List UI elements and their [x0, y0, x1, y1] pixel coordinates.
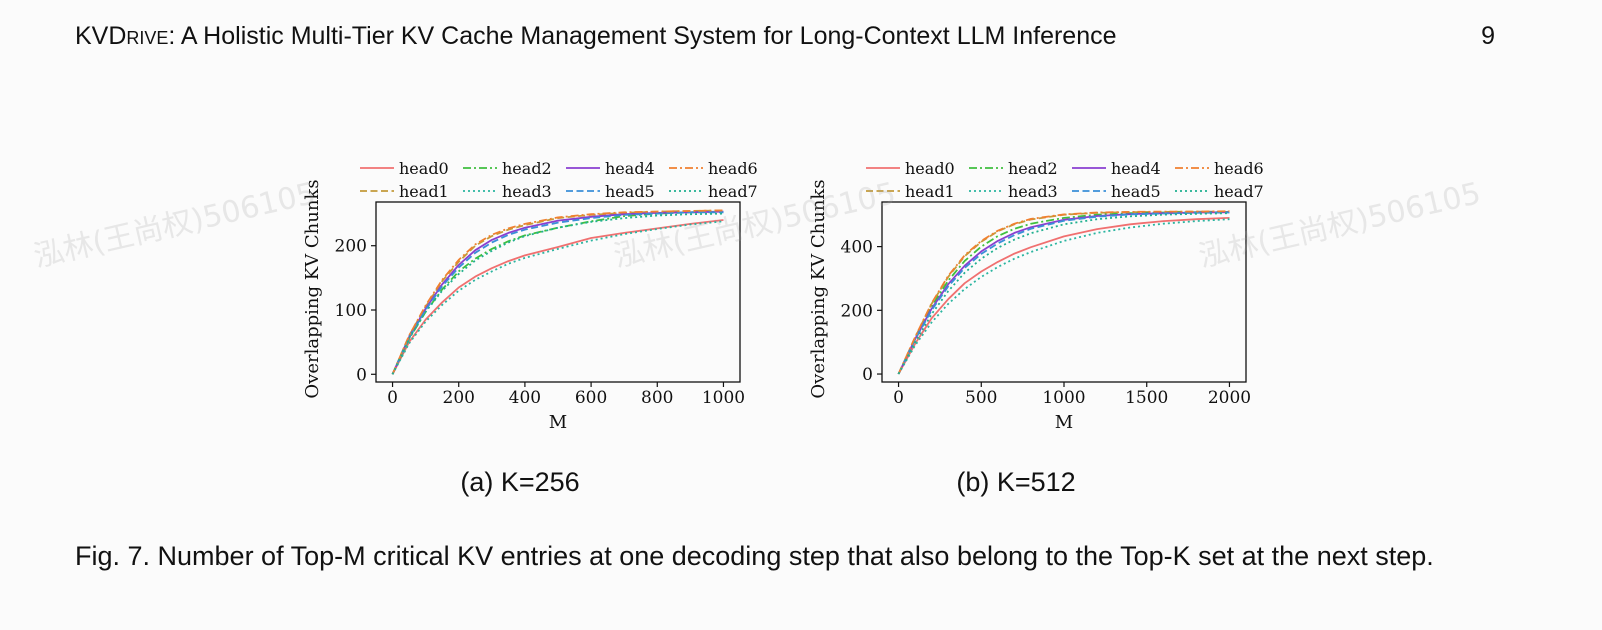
series-line-head5 [391, 211, 724, 375]
page-number: 9 [1481, 22, 1495, 50]
y-tick-label: 0 [356, 365, 367, 385]
x-tick-label: 800 [641, 388, 673, 408]
legend-label-head3: head3 [502, 182, 552, 201]
legend-label-head2: head2 [502, 159, 552, 178]
x-tick-label: 0 [893, 388, 904, 408]
y-tick-label: 400 [841, 238, 873, 258]
legend-label-head1: head1 [399, 182, 449, 201]
series-line-head4 [391, 210, 724, 375]
legend-label-head7: head7 [1214, 182, 1264, 201]
legend-label-head2: head2 [1008, 159, 1058, 178]
y-axis-label: Overlapping KV Chunks [302, 179, 323, 398]
subcaption-a: (a) K=256 [460, 467, 580, 497]
legend-label-head1: head1 [905, 182, 955, 201]
y-tick-label: 200 [335, 237, 367, 257]
chart-panel-b: 0 500 1000 1500 2000 0 200 400 M Overlapping KV C… [808, 159, 1264, 433]
chart-panel-a: 0 200 400 600 800 1000 0 100 200 M Overlapping KV … [302, 159, 758, 433]
y-tick-label: 0 [862, 365, 873, 385]
legend-label-head3: head3 [1008, 182, 1058, 201]
series-line-head3 [391, 220, 724, 375]
series-line-head6 [391, 209, 724, 375]
series-line-head0 [391, 219, 724, 375]
series-line-head0 [897, 217, 1230, 375]
plot-frame [881, 201, 1247, 383]
plot-frame [375, 201, 741, 383]
legend-label-head6: head6 [1214, 159, 1264, 178]
y-tick-label: 200 [841, 301, 873, 321]
x-axis-label: M [549, 412, 567, 433]
series-line-head3 [897, 218, 1230, 375]
x-tick-label: 2000 [1208, 388, 1251, 408]
figure-caption: Fig. 7. Number of Top-M critical KV entr… [75, 541, 1434, 571]
legend-label-head7: head7 [708, 182, 758, 201]
series-line-head2 [897, 211, 1230, 375]
legend-label-head5: head5 [1111, 182, 1161, 201]
series-line-head7 [897, 212, 1230, 375]
legend-label-head6: head6 [708, 159, 758, 178]
y-axis-label: Overlapping KV Chunks [808, 179, 829, 398]
x-tick-label: 500 [965, 388, 997, 408]
legend-label-head0: head0 [905, 159, 955, 178]
series-line-head7 [391, 212, 724, 375]
x-tick-label: 200 [443, 388, 475, 408]
paper-title: KVDrive: A Holistic Multi-Tier KV Cache … [75, 22, 1117, 50]
legend-label-head0: head0 [399, 159, 449, 178]
y-tick-label: 100 [335, 301, 367, 321]
legend: head0 head1 head2 head3 head4 head5 head6 head7 [360, 159, 758, 201]
x-tick-label: 1000 [702, 388, 745, 408]
legend-label-head5: head5 [605, 182, 655, 201]
x-tick-label: 1000 [1042, 388, 1085, 408]
running-head: KVDrive: A Holistic Multi-Tier KV Cache … [75, 18, 1495, 54]
legend-label-head4: head4 [1111, 159, 1161, 178]
legend: head0 head1 head2 head3 head4 head5 head6 head7 [866, 159, 1264, 201]
x-tick-label: 600 [575, 388, 607, 408]
series-line-head6 [897, 210, 1230, 375]
x-tick-label: 1500 [1125, 388, 1168, 408]
subcaption-b: (b) K=512 [956, 467, 1076, 497]
x-tick-label: 0 [387, 388, 398, 408]
series-line-head2 [391, 210, 724, 375]
x-axis-label: M [1055, 412, 1073, 433]
legend-label-head4: head4 [605, 159, 655, 178]
series-line-head1 [391, 209, 724, 375]
series-line-head5 [897, 211, 1230, 375]
x-tick-label: 400 [509, 388, 541, 408]
